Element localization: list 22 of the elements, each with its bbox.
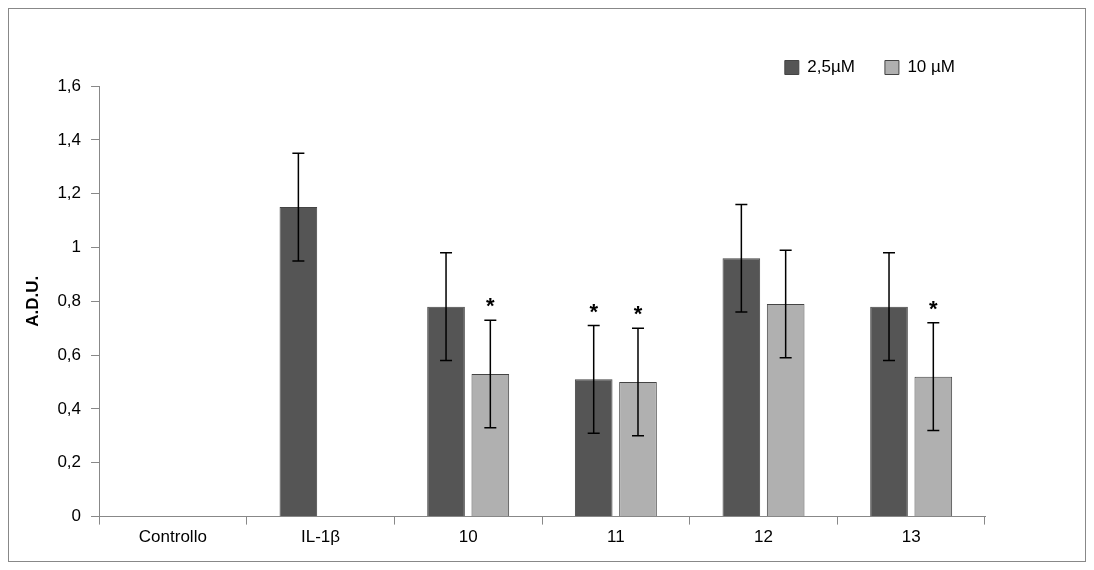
y-tick-label: 0,2 xyxy=(57,452,82,472)
x-tick-label: IL-1β xyxy=(300,527,341,547)
y-tick-label: 1,2 xyxy=(57,183,82,203)
y-tick-label: 0,4 xyxy=(57,398,82,418)
legend-label: 2,5µM xyxy=(807,57,855,77)
y-tick-label: 0,6 xyxy=(57,344,82,364)
y-tick-label: 1 xyxy=(71,237,82,257)
data-label: * xyxy=(929,295,939,321)
legend-label: 10 µM xyxy=(907,57,956,77)
x-tick-label: 12 xyxy=(754,527,773,547)
x-tick-label: 13 xyxy=(901,527,921,547)
x-tick-label: Controllo xyxy=(138,527,207,547)
data-label: * xyxy=(633,301,643,327)
x-tick-label: 10 xyxy=(458,527,478,547)
data-label: * xyxy=(486,293,496,319)
y-tick-label: 1,6 xyxy=(57,75,82,95)
data-label: * xyxy=(589,298,599,324)
x-tick-label: 11 xyxy=(607,527,625,547)
y-tick-label: 0 xyxy=(71,506,82,526)
y-tick-label: 1,4 xyxy=(57,129,82,149)
y-tick-label: 0,8 xyxy=(57,290,82,310)
y-axis-title: A.D.U. xyxy=(22,275,42,327)
